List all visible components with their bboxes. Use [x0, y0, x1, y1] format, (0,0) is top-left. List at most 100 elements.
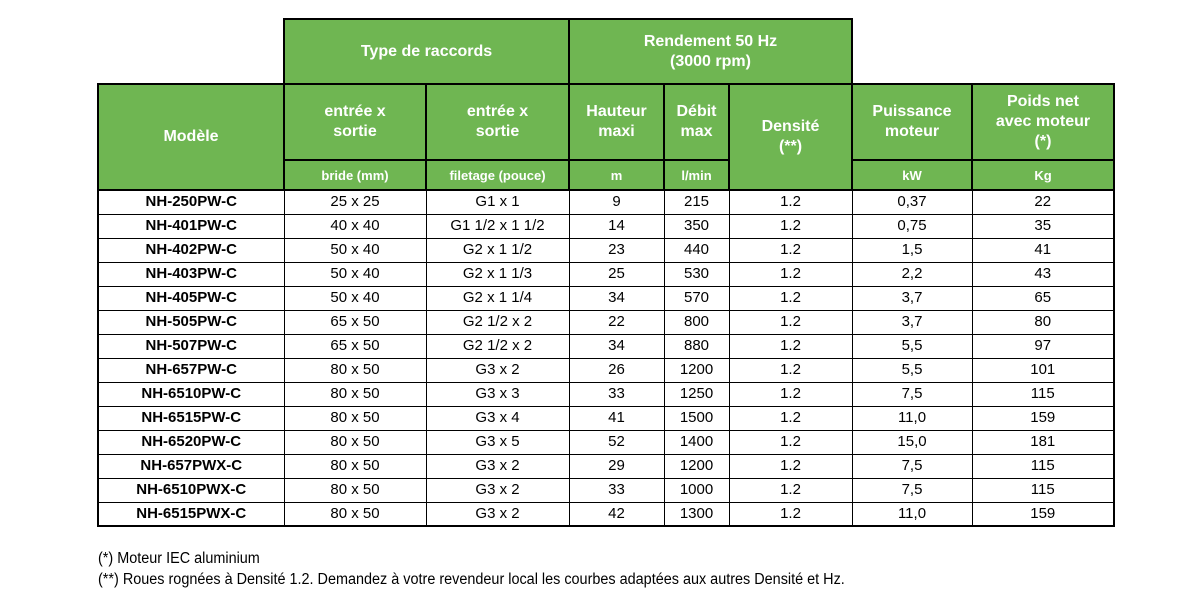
cell-poids: 159 — [971, 501, 1115, 527]
cell-densite: 1.2 — [728, 261, 853, 287]
cell-bride: 50 x 40 — [283, 285, 427, 311]
cell-densite: 1.2 — [728, 477, 853, 503]
cell-filetage: G3 x 2 — [425, 477, 570, 503]
cell-debit: 440 — [663, 237, 730, 263]
cell-densite: 1.2 — [728, 453, 853, 479]
cell-puissance: 7,5 — [851, 381, 973, 407]
cell-debit: 530 — [663, 261, 730, 287]
cell-debit: 1200 — [663, 453, 730, 479]
cell-bride: 80 x 50 — [283, 405, 427, 431]
cell-filetage: G3 x 3 — [425, 381, 570, 407]
cell-model: NH-403PW-C — [97, 261, 285, 287]
cell-debit: 570 — [663, 285, 730, 311]
unit-poids: Kg — [971, 159, 1115, 191]
cell-poids: 101 — [971, 357, 1115, 383]
cell-debit: 1400 — [663, 429, 730, 455]
table-row: NH-403PW-C 50 x 40 G2 x 1 1/3 25 530 1.2… — [97, 261, 1115, 287]
cell-puissance: 7,5 — [851, 453, 973, 479]
cell-puissance: 2,2 — [851, 261, 973, 287]
cell-hauteur: 29 — [568, 453, 665, 479]
cell-poids: 65 — [971, 285, 1115, 311]
cell-debit: 350 — [663, 213, 730, 239]
cell-debit: 800 — [663, 309, 730, 335]
cell-densite: 1.2 — [728, 357, 853, 383]
cell-bride: 80 x 50 — [283, 357, 427, 383]
col-header-poids: Poids net avec moteur (*) — [971, 83, 1115, 161]
col-header-bride: entrée x sortie — [283, 83, 427, 161]
unit-bride: bride (mm) — [283, 159, 427, 191]
cell-hauteur: 9 — [568, 189, 665, 215]
cell-debit: 1500 — [663, 405, 730, 431]
cell-hauteur: 22 — [568, 309, 665, 335]
cell-densite: 1.2 — [728, 405, 853, 431]
cell-bride: 65 x 50 — [283, 333, 427, 359]
cell-filetage: G2 x 1 1/4 — [425, 285, 570, 311]
table-row: NH-657PW-C 80 x 50 G3 x 2 26 1200 1.2 5,… — [97, 357, 1115, 383]
table-row: NH-6510PW-C 80 x 50 G3 x 3 33 1250 1.2 7… — [97, 381, 1115, 407]
cell-densite: 1.2 — [728, 189, 853, 215]
cell-filetage: G3 x 2 — [425, 501, 570, 527]
cell-filetage: G3 x 2 — [425, 453, 570, 479]
table-row: NH-250PW-C 25 x 25 G1 x 1 9 215 1.2 0,37… — [97, 189, 1115, 215]
cell-hauteur: 52 — [568, 429, 665, 455]
cell-puissance: 3,7 — [851, 285, 973, 311]
cell-bride: 65 x 50 — [283, 309, 427, 335]
cell-poids: 35 — [971, 213, 1115, 239]
cell-debit: 1200 — [663, 357, 730, 383]
col-header-densite: Densité (**) — [728, 83, 853, 191]
cell-densite: 1.2 — [728, 429, 853, 455]
cell-bride: 80 x 50 — [283, 453, 427, 479]
cell-model: NH-405PW-C — [97, 285, 285, 311]
col-header-modele: Modèle — [97, 83, 285, 191]
cell-model: NH-6515PW-C — [97, 405, 285, 431]
table-row: NH-6515PW-C 80 x 50 G3 x 4 41 1500 1.2 1… — [97, 405, 1115, 431]
table-row: NH-507PW-C 65 x 50 G2 1/2 x 2 34 880 1.2… — [97, 333, 1115, 359]
cell-puissance: 3,7 — [851, 309, 973, 335]
pump-spec-table: Type de raccords Rendement 50 Hz (3000 r… — [97, 18, 1115, 527]
cell-bride: 80 x 50 — [283, 429, 427, 455]
cell-hauteur: 25 — [568, 261, 665, 287]
group-header-raccords: Type de raccords — [283, 18, 570, 85]
table-row: NH-505PW-C 65 x 50 G2 1/2 x 2 22 800 1.2… — [97, 309, 1115, 335]
cell-filetage: G3 x 2 — [425, 357, 570, 383]
cell-filetage: G2 1/2 x 2 — [425, 333, 570, 359]
col-header-puissance: Puissance moteur — [851, 83, 973, 161]
cell-debit: 1250 — [663, 381, 730, 407]
cell-debit: 1300 — [663, 501, 730, 527]
cell-puissance: 11,0 — [851, 405, 973, 431]
unit-debit: l/min — [663, 159, 730, 191]
cell-hauteur: 33 — [568, 477, 665, 503]
table-row: NH-6520PW-C 80 x 50 G3 x 5 52 1400 1.2 1… — [97, 429, 1115, 455]
cell-bride: 25 x 25 — [283, 189, 427, 215]
cell-puissance: 1,5 — [851, 237, 973, 263]
cell-hauteur: 33 — [568, 381, 665, 407]
cell-poids: 181 — [971, 429, 1115, 455]
cell-densite: 1.2 — [728, 381, 853, 407]
cell-densite: 1.2 — [728, 333, 853, 359]
cell-poids: 115 — [971, 381, 1115, 407]
table-row: NH-401PW-C 40 x 40 G1 1/2 x 1 1/2 14 350… — [97, 213, 1115, 239]
cell-model: NH-507PW-C — [97, 333, 285, 359]
cell-hauteur: 41 — [568, 405, 665, 431]
cell-model: NH-657PW-C — [97, 357, 285, 383]
cell-hauteur: 42 — [568, 501, 665, 527]
table-row: NH-405PW-C 50 x 40 G2 x 1 1/4 34 570 1.2… — [97, 285, 1115, 311]
cell-bride: 50 x 40 — [283, 237, 427, 263]
cell-puissance: 0,37 — [851, 189, 973, 215]
cell-poids: 97 — [971, 333, 1115, 359]
cell-puissance: 5,5 — [851, 333, 973, 359]
table-row: NH-6515PWX-C 80 x 50 G3 x 2 42 1300 1.2 … — [97, 501, 1115, 527]
cell-model: NH-6515PWX-C — [97, 501, 285, 527]
blank-corner-right — [852, 19, 1114, 84]
cell-poids: 80 — [971, 309, 1115, 335]
blank-corner-left — [98, 19, 284, 84]
col-header-filetage: entrée x sortie — [425, 83, 570, 161]
cell-bride: 80 x 50 — [283, 477, 427, 503]
cell-poids: 115 — [971, 453, 1115, 479]
cell-bride: 50 x 40 — [283, 261, 427, 287]
cell-model: NH-402PW-C — [97, 237, 285, 263]
unit-puissance: kW — [851, 159, 973, 191]
cell-poids: 41 — [971, 237, 1115, 263]
cell-bride: 80 x 50 — [283, 381, 427, 407]
